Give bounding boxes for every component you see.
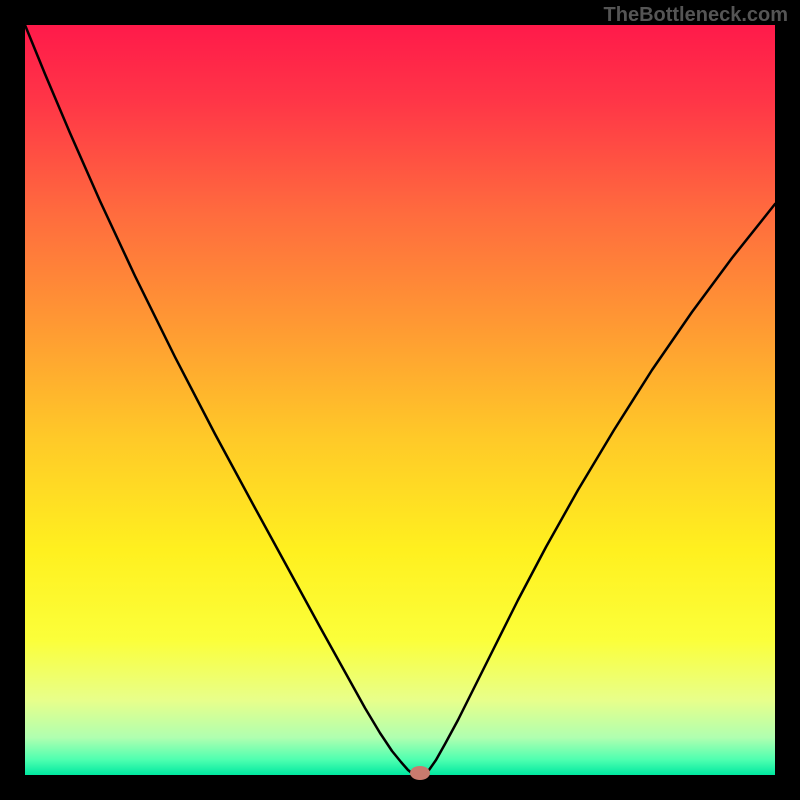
chart-container: TheBottleneck.com xyxy=(0,0,800,800)
watermark-text: TheBottleneck.com xyxy=(604,4,788,27)
minimum-marker xyxy=(410,766,430,780)
plot-background-gradient xyxy=(25,25,775,775)
bottleneck-chart-svg xyxy=(0,0,800,800)
